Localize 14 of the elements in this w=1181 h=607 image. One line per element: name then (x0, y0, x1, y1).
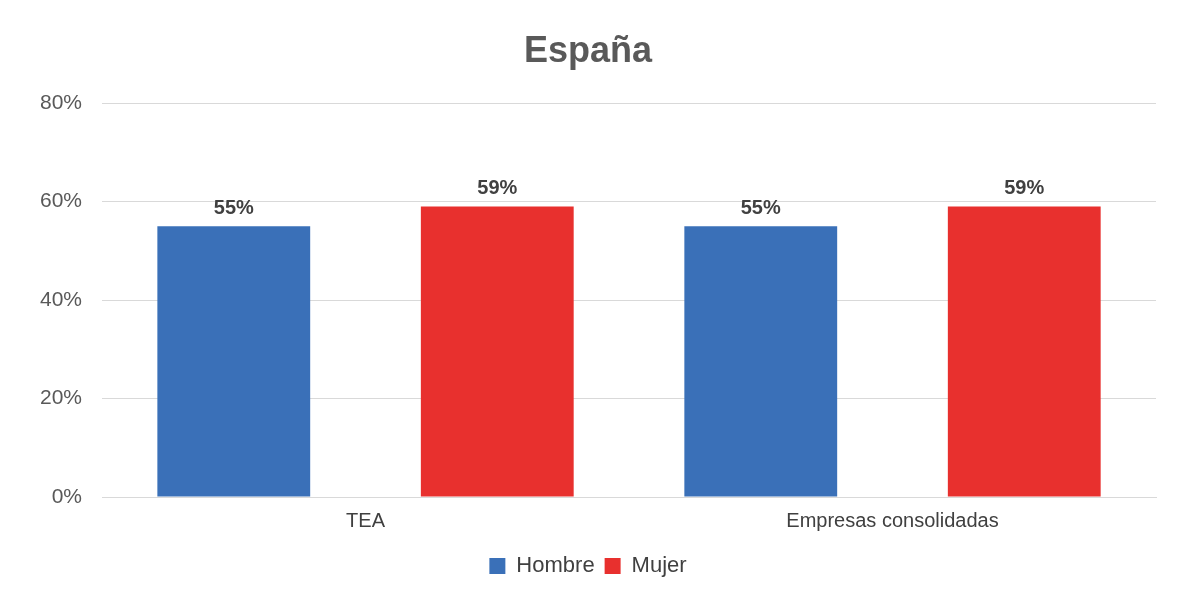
y-tick-label: 20% (40, 385, 83, 409)
x-tick-label: Empresas consolidadas (786, 508, 999, 531)
y-tick-label: 60% (40, 188, 83, 212)
chart-title: España (523, 28, 653, 70)
legend-label: Hombre (516, 552, 595, 578)
legend-label: Mujer (631, 552, 687, 578)
y-tick-label: 80% (40, 90, 83, 113)
data-label: 59% (1004, 176, 1045, 199)
data-label: 55% (213, 195, 255, 218)
data-label: 59% (477, 176, 518, 199)
y-tick-label: 40% (40, 286, 83, 310)
y-tick-label: 0% (51, 483, 83, 507)
x-tick-label: TEA (346, 508, 386, 531)
data-label: 55% (740, 195, 781, 218)
